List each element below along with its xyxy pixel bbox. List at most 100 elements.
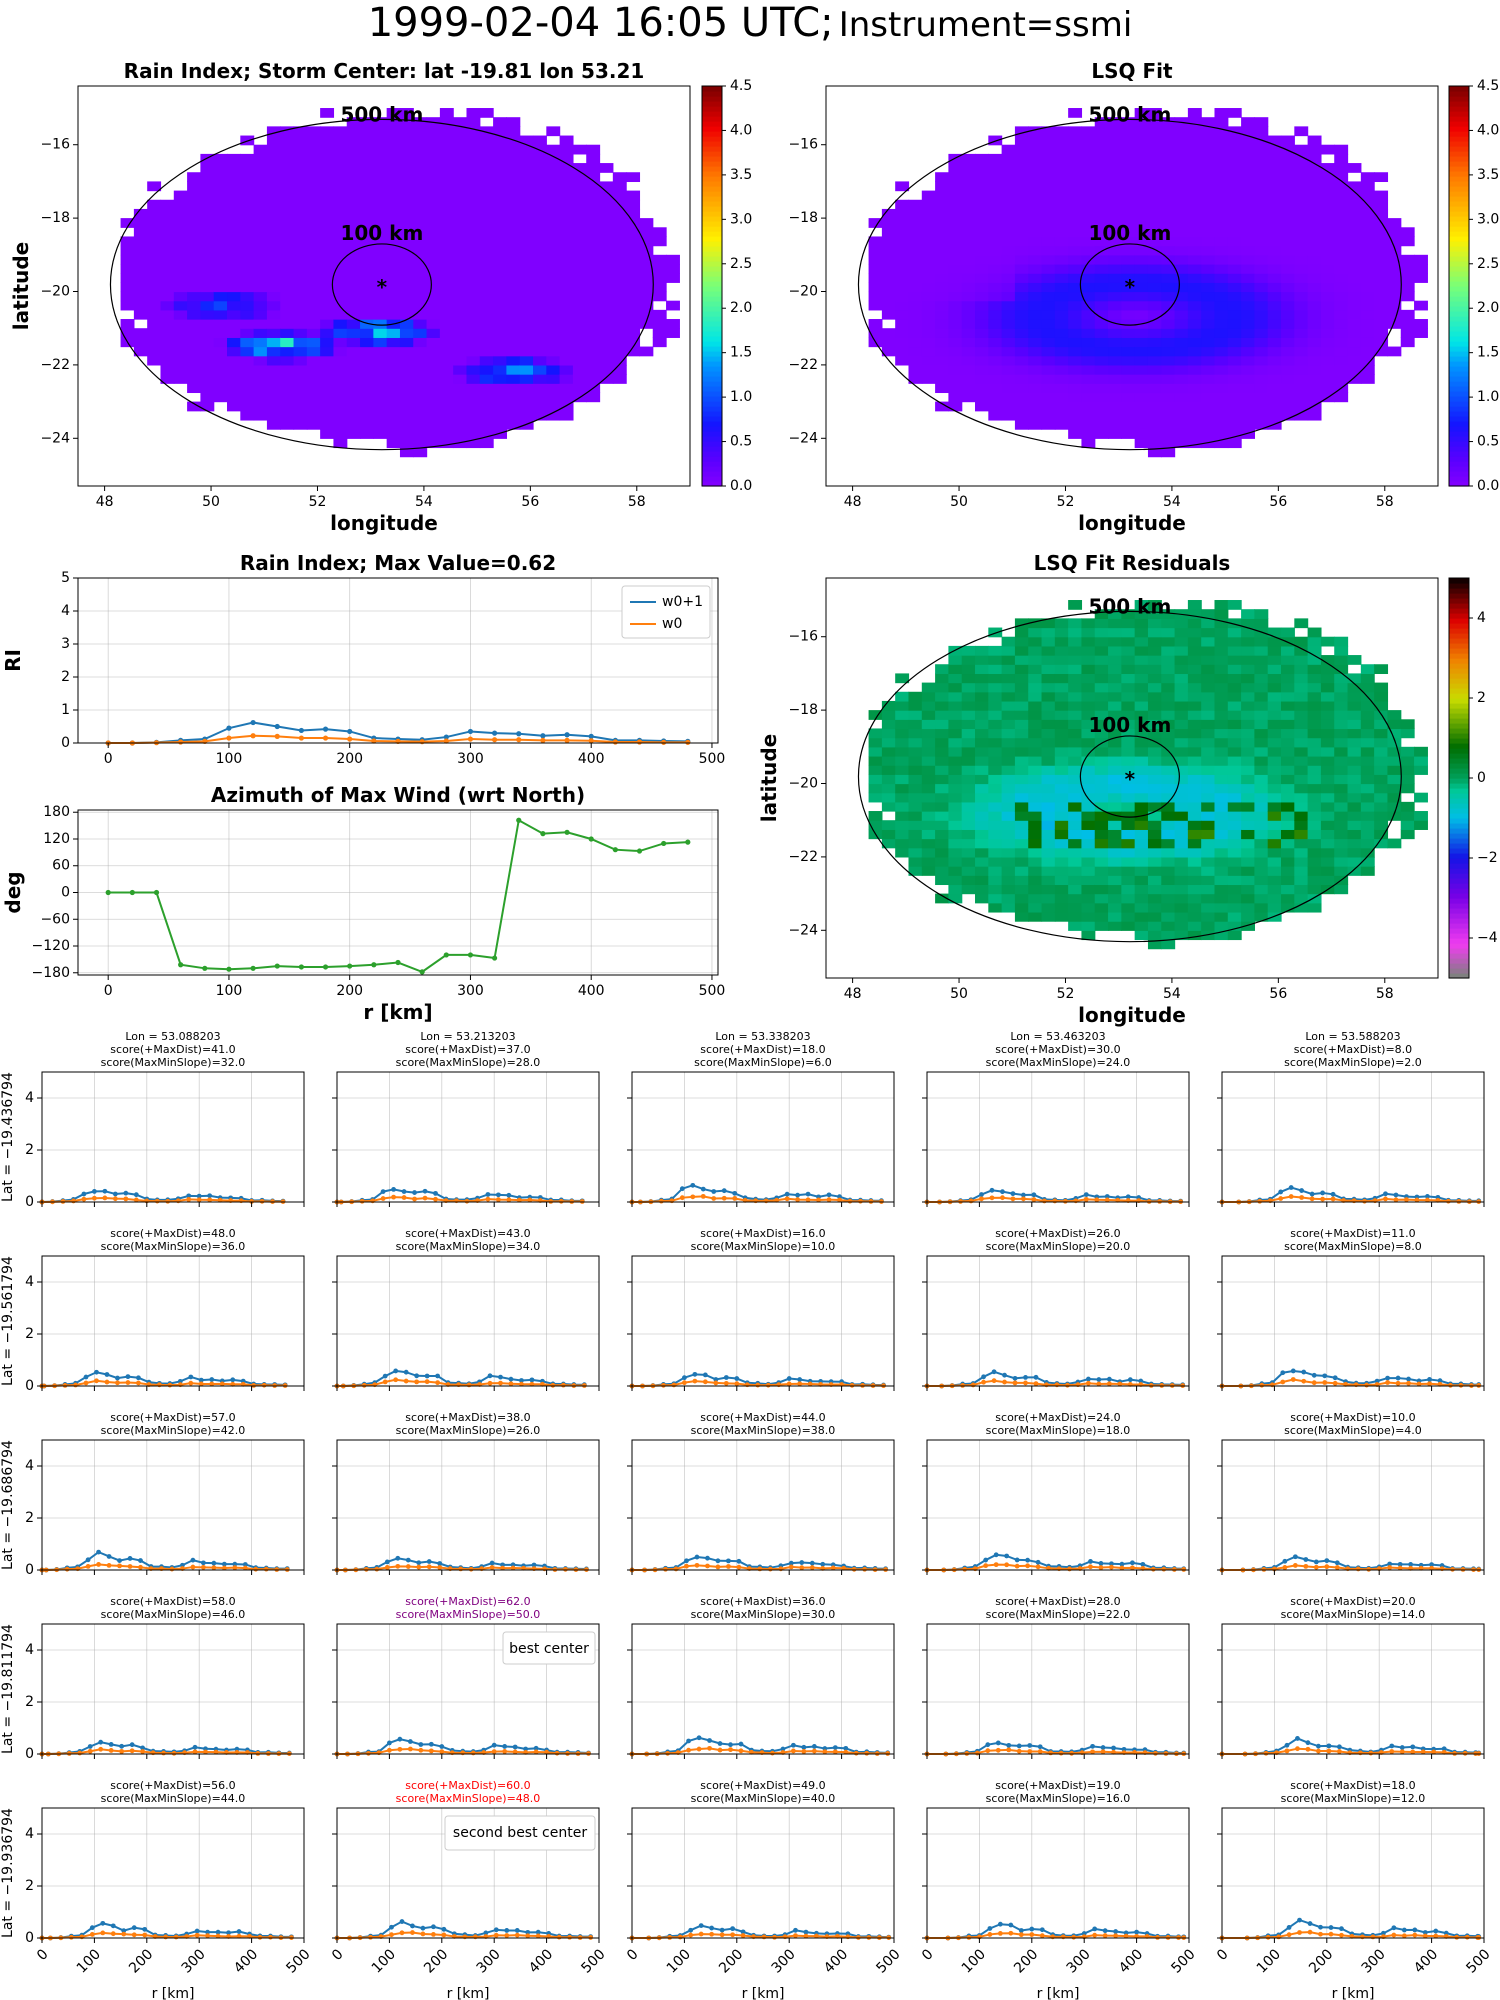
map-cell [360,254,374,265]
map-cell [293,300,308,311]
map-cell [493,328,507,338]
map-cell [1307,319,1322,329]
map-cell [1227,856,1242,867]
candidate-data-point [1406,1376,1411,1382]
map-cell [1254,199,1269,210]
candidate-data-point [682,1375,687,1381]
map-cell [1108,875,1122,886]
candidate-data-point [401,1195,407,1200]
map-cell [921,774,936,785]
map-cell [975,236,989,247]
map-cell [253,383,268,394]
map-cell [988,774,1003,785]
map-cell [935,783,949,794]
map-cell [1241,820,1255,830]
colorbar-step [702,366,722,372]
colorbar-step [1449,658,1469,664]
map-cell [908,783,923,794]
map-cell [519,218,534,228]
map-cell [921,746,936,757]
map-cell [1147,328,1162,338]
map-cell [213,392,228,403]
map-cell [559,163,574,173]
map-cell [1387,319,1402,329]
map-cell [1294,346,1309,357]
map-cell [1108,838,1122,849]
map-cell [439,419,454,430]
map-cell [1294,190,1309,201]
map-cell [1360,774,1375,785]
map-cell [1028,364,1043,375]
map-cell [333,263,348,274]
candidate-data-point [723,1375,729,1380]
map-cell [921,820,936,830]
map-cell [1161,746,1176,757]
map-cell [213,163,228,173]
map-cell [466,236,481,247]
map-cell [1360,737,1375,748]
map-cell [975,254,989,265]
map-cell [1307,218,1322,228]
map-cell [1294,838,1309,849]
map-cell [1281,792,1295,803]
map-cell [1174,682,1189,693]
map-cell [1014,227,1029,238]
map-cell [961,847,976,858]
colorbar-tick-label: 2.0 [1477,300,1499,316]
candidate-data-point [763,1198,769,1204]
colorbar-step [1449,743,1469,749]
storm-center-marker: * [1125,767,1136,791]
map-cell [160,263,175,274]
map-cell [1054,419,1069,430]
map-cell [280,144,295,155]
map-cell [1174,884,1189,895]
candidate-data-point [1332,1380,1338,1386]
map-cell [1187,618,1202,629]
map-cell [1001,728,1016,739]
map-cell [240,337,255,348]
map-cell [1187,172,1202,183]
colorbar-step [1449,618,1469,624]
map-cell [975,401,989,412]
legend-label: w0 [662,616,682,632]
map-cell [572,218,587,228]
map-cell [493,227,507,238]
map-cell [1201,774,1216,785]
map-cell [559,282,574,293]
map-cell [908,364,923,375]
map-cell [426,383,441,394]
map-cell [1054,172,1069,183]
map-cell [1081,163,1096,173]
map-cell [1360,664,1375,675]
map-cell [200,337,215,348]
map-cell [1161,181,1176,192]
map-cell [1121,419,1136,430]
map-cell [1334,291,1349,302]
map-cell [612,172,627,183]
map-cell [280,199,295,210]
colorbar-step [702,416,722,422]
map-cell [921,282,936,293]
map-cell [988,218,1003,228]
colorbar-step [702,431,722,437]
map-cell [921,728,936,739]
map-cell [227,309,241,320]
map-cell [333,245,348,256]
map-cell [1227,328,1242,338]
map-cell [1094,755,1109,766]
map-cell [1214,254,1229,265]
map-cell [1187,820,1202,830]
map-cell [1254,774,1269,785]
map-cell [1147,401,1162,412]
map-cell [399,291,414,302]
map-cell [1227,636,1242,647]
map-cell [320,364,335,375]
candidate-data-point [361,1382,367,1388]
map-cell [975,374,989,384]
map-cell [399,328,414,338]
map-cell [1187,609,1202,619]
map-cell [961,856,976,867]
map-cell [479,328,494,338]
x-tick-label: 0 [104,983,113,999]
map-cell [1134,300,1149,311]
